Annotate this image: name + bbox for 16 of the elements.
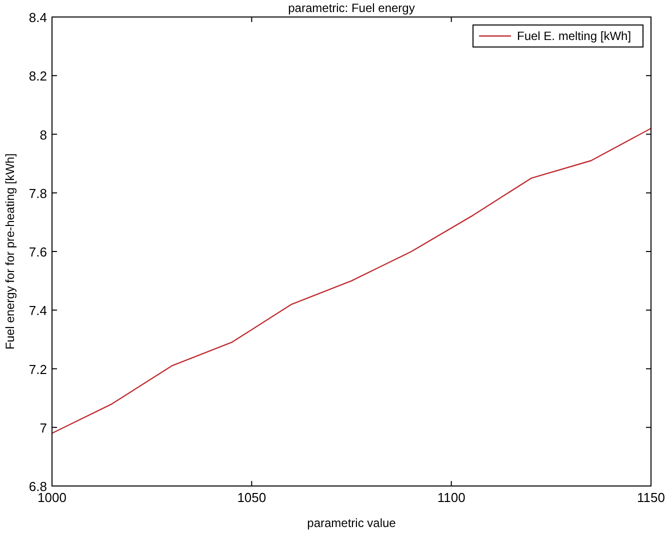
y-tick-label: 8 [40, 127, 47, 142]
y-axis-title: Fuel energy for for pre-heating [kWh] [3, 153, 17, 350]
chart-title: parametric: Fuel energy [288, 1, 415, 15]
y-tick-label: 8.4 [28, 10, 47, 25]
y-tick-label: 7.6 [28, 244, 47, 260]
y-tick-label: 7.4 [28, 303, 47, 318]
x-tick-label: 1050 [237, 490, 266, 505]
line-series [51, 128, 652, 434]
y-tick-label: 7.8 [28, 186, 47, 201]
legend-label: Fuel E. melting [kWh] [517, 29, 632, 43]
y-tick-label: 7.2 [28, 362, 47, 377]
x-axis-title: parametric value [307, 516, 396, 530]
x-tick-label: 1100 [437, 490, 466, 505]
y-tick-label: 8.2 [28, 68, 47, 84]
x-tick-label: 1150 [637, 490, 665, 505]
y-tick-label: 7 [40, 420, 47, 436]
